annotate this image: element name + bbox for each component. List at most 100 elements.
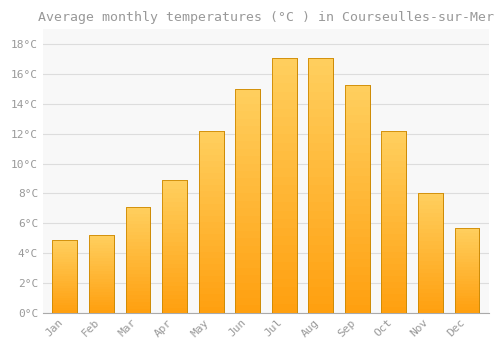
Bar (89, 287, 114, 289)
Bar (308, 287, 333, 296)
Bar (235, 186, 260, 194)
Bar (126, 267, 150, 270)
Bar (126, 299, 150, 302)
Bar (272, 287, 296, 296)
Bar (52, 252, 78, 254)
Bar (162, 224, 187, 229)
Bar (52, 279, 78, 281)
Bar (345, 107, 370, 115)
Bar (198, 228, 224, 234)
Bar (454, 262, 479, 265)
Bar (162, 251, 187, 255)
Bar (126, 207, 150, 313)
Bar (198, 173, 224, 179)
Bar (235, 290, 260, 298)
Bar (382, 258, 406, 264)
Bar (418, 213, 443, 217)
Bar (198, 307, 224, 313)
Bar (308, 160, 333, 168)
Bar (345, 92, 370, 100)
Bar (52, 271, 78, 274)
Bar (198, 294, 224, 301)
Bar (272, 75, 296, 83)
Bar (126, 277, 150, 281)
Bar (418, 217, 443, 221)
Bar (52, 293, 78, 296)
Bar (454, 284, 479, 287)
Bar (272, 58, 296, 313)
Bar (52, 261, 78, 264)
Bar (272, 109, 296, 117)
Bar (418, 249, 443, 253)
Bar (162, 198, 187, 202)
Bar (272, 143, 296, 151)
Bar (418, 237, 443, 241)
Bar (89, 251, 114, 253)
Bar (89, 258, 114, 261)
Bar (418, 194, 443, 313)
Bar (126, 263, 150, 267)
Bar (162, 299, 187, 304)
Bar (308, 219, 333, 228)
Bar (162, 255, 187, 260)
Bar (162, 215, 187, 220)
Bar (418, 225, 443, 229)
Bar (126, 228, 150, 231)
Bar (235, 141, 260, 149)
Bar (345, 168, 370, 176)
Bar (345, 153, 370, 161)
Bar (52, 269, 78, 271)
Bar (52, 298, 78, 300)
Bar (198, 131, 224, 313)
Bar (198, 161, 224, 167)
Bar (418, 201, 443, 205)
Bar (198, 234, 224, 240)
Bar (272, 66, 296, 75)
Bar (272, 304, 296, 313)
Bar (235, 119, 260, 126)
Bar (382, 276, 406, 282)
Bar (89, 235, 114, 238)
Bar (162, 268, 187, 273)
Bar (126, 270, 150, 274)
Bar (89, 297, 114, 300)
Bar (126, 221, 150, 224)
Bar (308, 185, 333, 194)
Bar (52, 291, 78, 293)
Bar (162, 220, 187, 224)
Bar (418, 229, 443, 233)
Bar (382, 137, 406, 143)
Bar (418, 269, 443, 273)
Bar (454, 290, 479, 293)
Bar (126, 309, 150, 313)
Bar (418, 305, 443, 309)
Bar (162, 180, 187, 313)
Bar (418, 309, 443, 313)
Bar (345, 176, 370, 183)
Bar (162, 295, 187, 299)
Bar (198, 216, 224, 222)
Bar (308, 228, 333, 236)
Bar (235, 231, 260, 238)
Bar (308, 126, 333, 134)
Bar (235, 283, 260, 290)
Bar (126, 295, 150, 299)
Bar (198, 186, 224, 191)
Title: Average monthly temperatures (°C ) in Courseulles-sur-Mer: Average monthly temperatures (°C ) in Co… (38, 11, 494, 24)
Bar (382, 186, 406, 191)
Bar (52, 305, 78, 308)
Bar (235, 156, 260, 163)
Bar (52, 266, 78, 269)
Bar (272, 228, 296, 236)
Bar (198, 191, 224, 197)
Bar (454, 228, 479, 231)
Bar (126, 214, 150, 217)
Bar (345, 130, 370, 138)
Bar (345, 85, 370, 92)
Bar (198, 179, 224, 186)
Bar (308, 279, 333, 287)
Bar (126, 260, 150, 263)
Bar (272, 279, 296, 287)
Bar (418, 289, 443, 293)
Bar (272, 160, 296, 168)
